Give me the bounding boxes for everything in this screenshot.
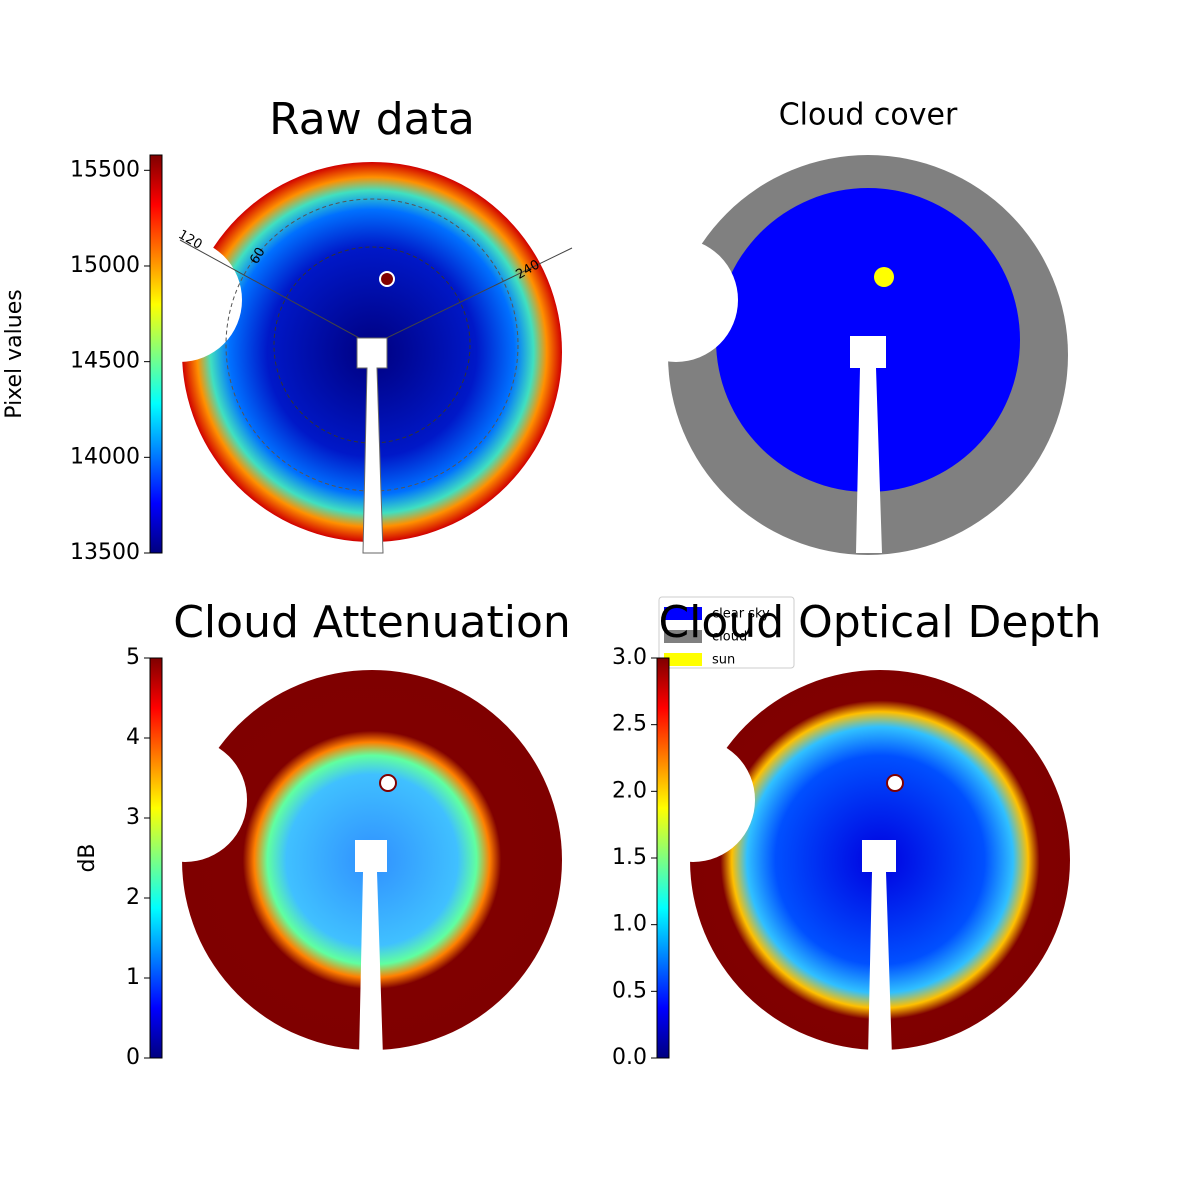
tick-label: 0.0 (612, 1045, 647, 1070)
panel-title: Raw data (269, 94, 475, 145)
legend-swatch (664, 607, 702, 620)
polar-label: 60 (247, 245, 268, 267)
legend-label: sun (712, 653, 735, 668)
tick-label: 2.5 (612, 712, 647, 737)
colorbar-label: dB (75, 843, 100, 872)
cloud-cover-image (614, 155, 1068, 555)
legend-swatch (664, 653, 702, 666)
tick-label: 14500 (70, 349, 140, 374)
legend-label: clear sky (712, 607, 770, 622)
colorbar (149, 657, 163, 1059)
colorbar (656, 657, 670, 1059)
colorbar-label: Pixel values (2, 289, 27, 418)
tick-label: 0.5 (612, 978, 647, 1003)
tick-label: 3 (126, 805, 140, 830)
tick-label: 2.0 (612, 778, 647, 803)
tick-label: 15500 (70, 157, 140, 182)
tick-label: 1 (126, 965, 140, 990)
legend-label: cloud (712, 630, 747, 645)
panel-title: Cloud cover (779, 98, 958, 133)
attenuation-image (123, 670, 562, 1057)
tick-label: 13500 (70, 540, 140, 565)
tick-label: 0 (126, 1045, 140, 1070)
tick-label: 1.5 (612, 845, 647, 870)
legend-swatch (664, 630, 702, 643)
optical-depth-image (631, 670, 1070, 1057)
tick-label: 2 (126, 885, 140, 910)
tick-label: 1.0 (612, 912, 647, 937)
tick-label: 3.0 (612, 645, 647, 670)
tick-label: 5 (126, 645, 140, 670)
tick-label: 15000 (70, 253, 140, 278)
colorbar (149, 154, 163, 554)
panel-title: Cloud Attenuation (173, 597, 571, 648)
panel-title: Cloud Optical Depth (658, 597, 1101, 648)
tick-label: 4 (126, 725, 140, 750)
tick-label: 14000 (70, 444, 140, 469)
raw-image (118, 162, 573, 554)
